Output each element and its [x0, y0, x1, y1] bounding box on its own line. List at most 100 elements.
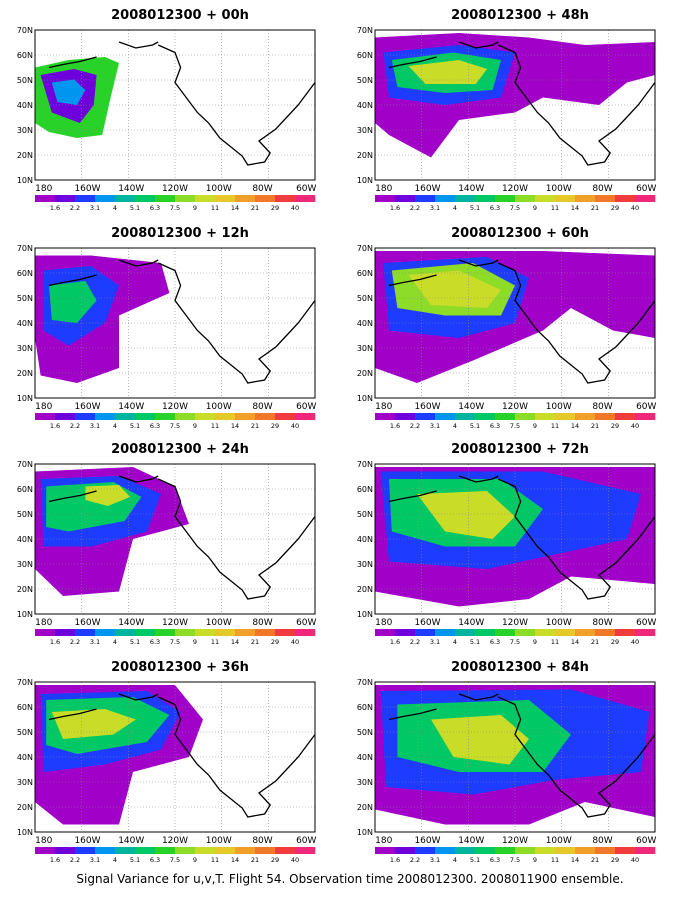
- lat-label: 40N: [17, 101, 33, 110]
- lat-label: 30N: [357, 126, 373, 135]
- colorbar-label: 40: [631, 422, 639, 430]
- lat-label: 30N: [17, 344, 33, 353]
- lon-label: 160W: [414, 402, 440, 412]
- panel-title: 2008012300 + 12h: [111, 226, 249, 241]
- colorbar-label: 4: [113, 638, 117, 646]
- colorbar-label: 6.3: [150, 204, 160, 212]
- colorbar-label: 29: [271, 204, 279, 212]
- colorbar-swatch: [535, 413, 556, 420]
- coastline: [388, 490, 437, 503]
- colorbar-swatch: [175, 413, 196, 420]
- lon-label: 120W: [502, 618, 528, 628]
- colorbar-swatch: [475, 629, 496, 636]
- coastline: [458, 475, 499, 483]
- colorbar-label: 11: [551, 638, 559, 646]
- colorbar-swatch: [415, 629, 436, 636]
- plot-frame: [34, 463, 316, 615]
- colorbar-label: 14: [231, 856, 239, 864]
- colorbar-label: 6.3: [490, 422, 500, 430]
- lon-label: 120W: [162, 402, 188, 412]
- lon-label: 80W: [252, 836, 272, 846]
- lat-label: 10N: [17, 176, 33, 185]
- panel-title: 2008012300 + 48h: [451, 8, 589, 23]
- lon-label: 60W: [296, 184, 316, 194]
- colorbar-label: 14: [571, 422, 579, 430]
- colorbar-swatch: [35, 629, 56, 636]
- variance-contour: [417, 491, 515, 539]
- coastline: [48, 708, 97, 721]
- colorbar-swatch: [55, 413, 76, 420]
- colorbar-label: 6.3: [490, 856, 500, 864]
- colorbar-label: 3.1: [430, 856, 440, 864]
- plot-frame: [374, 681, 656, 833]
- colorbar-swatch: [455, 195, 476, 202]
- colorbar-label: 3.1: [430, 204, 440, 212]
- colorbar-swatch: [515, 195, 536, 202]
- coastline: [118, 259, 159, 267]
- colorbar-swatch: [295, 629, 316, 636]
- colorbar-swatch: [435, 847, 456, 854]
- lon-label: 120W: [162, 836, 188, 846]
- panel-title: 2008012300 + 60h: [451, 226, 589, 241]
- lat-label: 70N: [17, 26, 33, 35]
- colorbar-swatch: [235, 629, 256, 636]
- lat-label: 20N: [357, 151, 373, 160]
- colorbar-label: 1.6: [390, 422, 400, 430]
- colorbar-label: 40: [631, 638, 639, 646]
- lon-label: 160W: [414, 618, 440, 628]
- colorbar-swatch: [515, 847, 536, 854]
- colorbar-swatch: [495, 629, 516, 636]
- colorbar-swatch: [615, 847, 636, 854]
- lat-label: 50N: [357, 728, 373, 737]
- lat-label: 30N: [357, 778, 373, 787]
- colorbar-label: 40: [291, 638, 299, 646]
- colorbar-label: 3.1: [90, 204, 100, 212]
- panel-title: 2008012300 + 36h: [111, 660, 249, 675]
- colorbar-swatch: [515, 413, 536, 420]
- lon-label: 100W: [546, 618, 572, 628]
- colorbar-swatch: [575, 629, 596, 636]
- colorbar-label: 14: [571, 638, 579, 646]
- colorbar-swatch: [135, 847, 156, 854]
- lat-label: 40N: [357, 753, 373, 762]
- colorbar-swatch: [115, 195, 136, 202]
- lon-label: 140W: [458, 836, 484, 846]
- colorbar-swatch: [475, 413, 496, 420]
- lat-label: 10N: [357, 394, 373, 403]
- lat-label: 20N: [357, 585, 373, 594]
- figure-caption: Signal Variance for u,v,T. Flight 54. Ob…: [76, 872, 624, 886]
- colorbar-label: 7.5: [170, 422, 180, 430]
- colorbar-swatch: [275, 847, 296, 854]
- lon-label: 60W: [636, 618, 656, 628]
- lon-label: 100W: [206, 618, 232, 628]
- lat-label: 30N: [357, 560, 373, 569]
- lat-label: 20N: [17, 803, 33, 812]
- colorbar-label: 5.1: [130, 204, 140, 212]
- colorbar-label: 7.5: [510, 856, 520, 864]
- lat-label: 10N: [17, 828, 33, 837]
- colorbar-label: 9: [193, 204, 197, 212]
- colorbar-label: 29: [611, 856, 619, 864]
- colorbar-label: 6.3: [490, 638, 500, 646]
- colorbar-label: 6.3: [150, 638, 160, 646]
- colorbar-swatch: [155, 847, 176, 854]
- colorbar-swatch: [495, 413, 516, 420]
- colorbar-label: 21: [251, 856, 259, 864]
- coastline: [118, 475, 159, 483]
- coastline: [48, 274, 97, 287]
- lat-label: 10N: [357, 176, 373, 185]
- colorbar-label: 29: [611, 638, 619, 646]
- colorbar-label: 4: [453, 638, 457, 646]
- colorbar-swatch: [295, 195, 316, 202]
- lon-label: 120W: [162, 618, 188, 628]
- panel-36h: 2008012300 + 36h 70N 60N 50N 40N 30N 20N 10N 18…: [15, 660, 345, 872]
- colorbar-label: 3.1: [430, 638, 440, 646]
- colorbar-label: 5.1: [130, 422, 140, 430]
- lon-label: 160W: [74, 836, 100, 846]
- lat-label: 70N: [357, 678, 373, 687]
- plot-frame: [34, 247, 316, 399]
- coastline: [157, 262, 316, 384]
- colorbar-swatch: [295, 413, 316, 420]
